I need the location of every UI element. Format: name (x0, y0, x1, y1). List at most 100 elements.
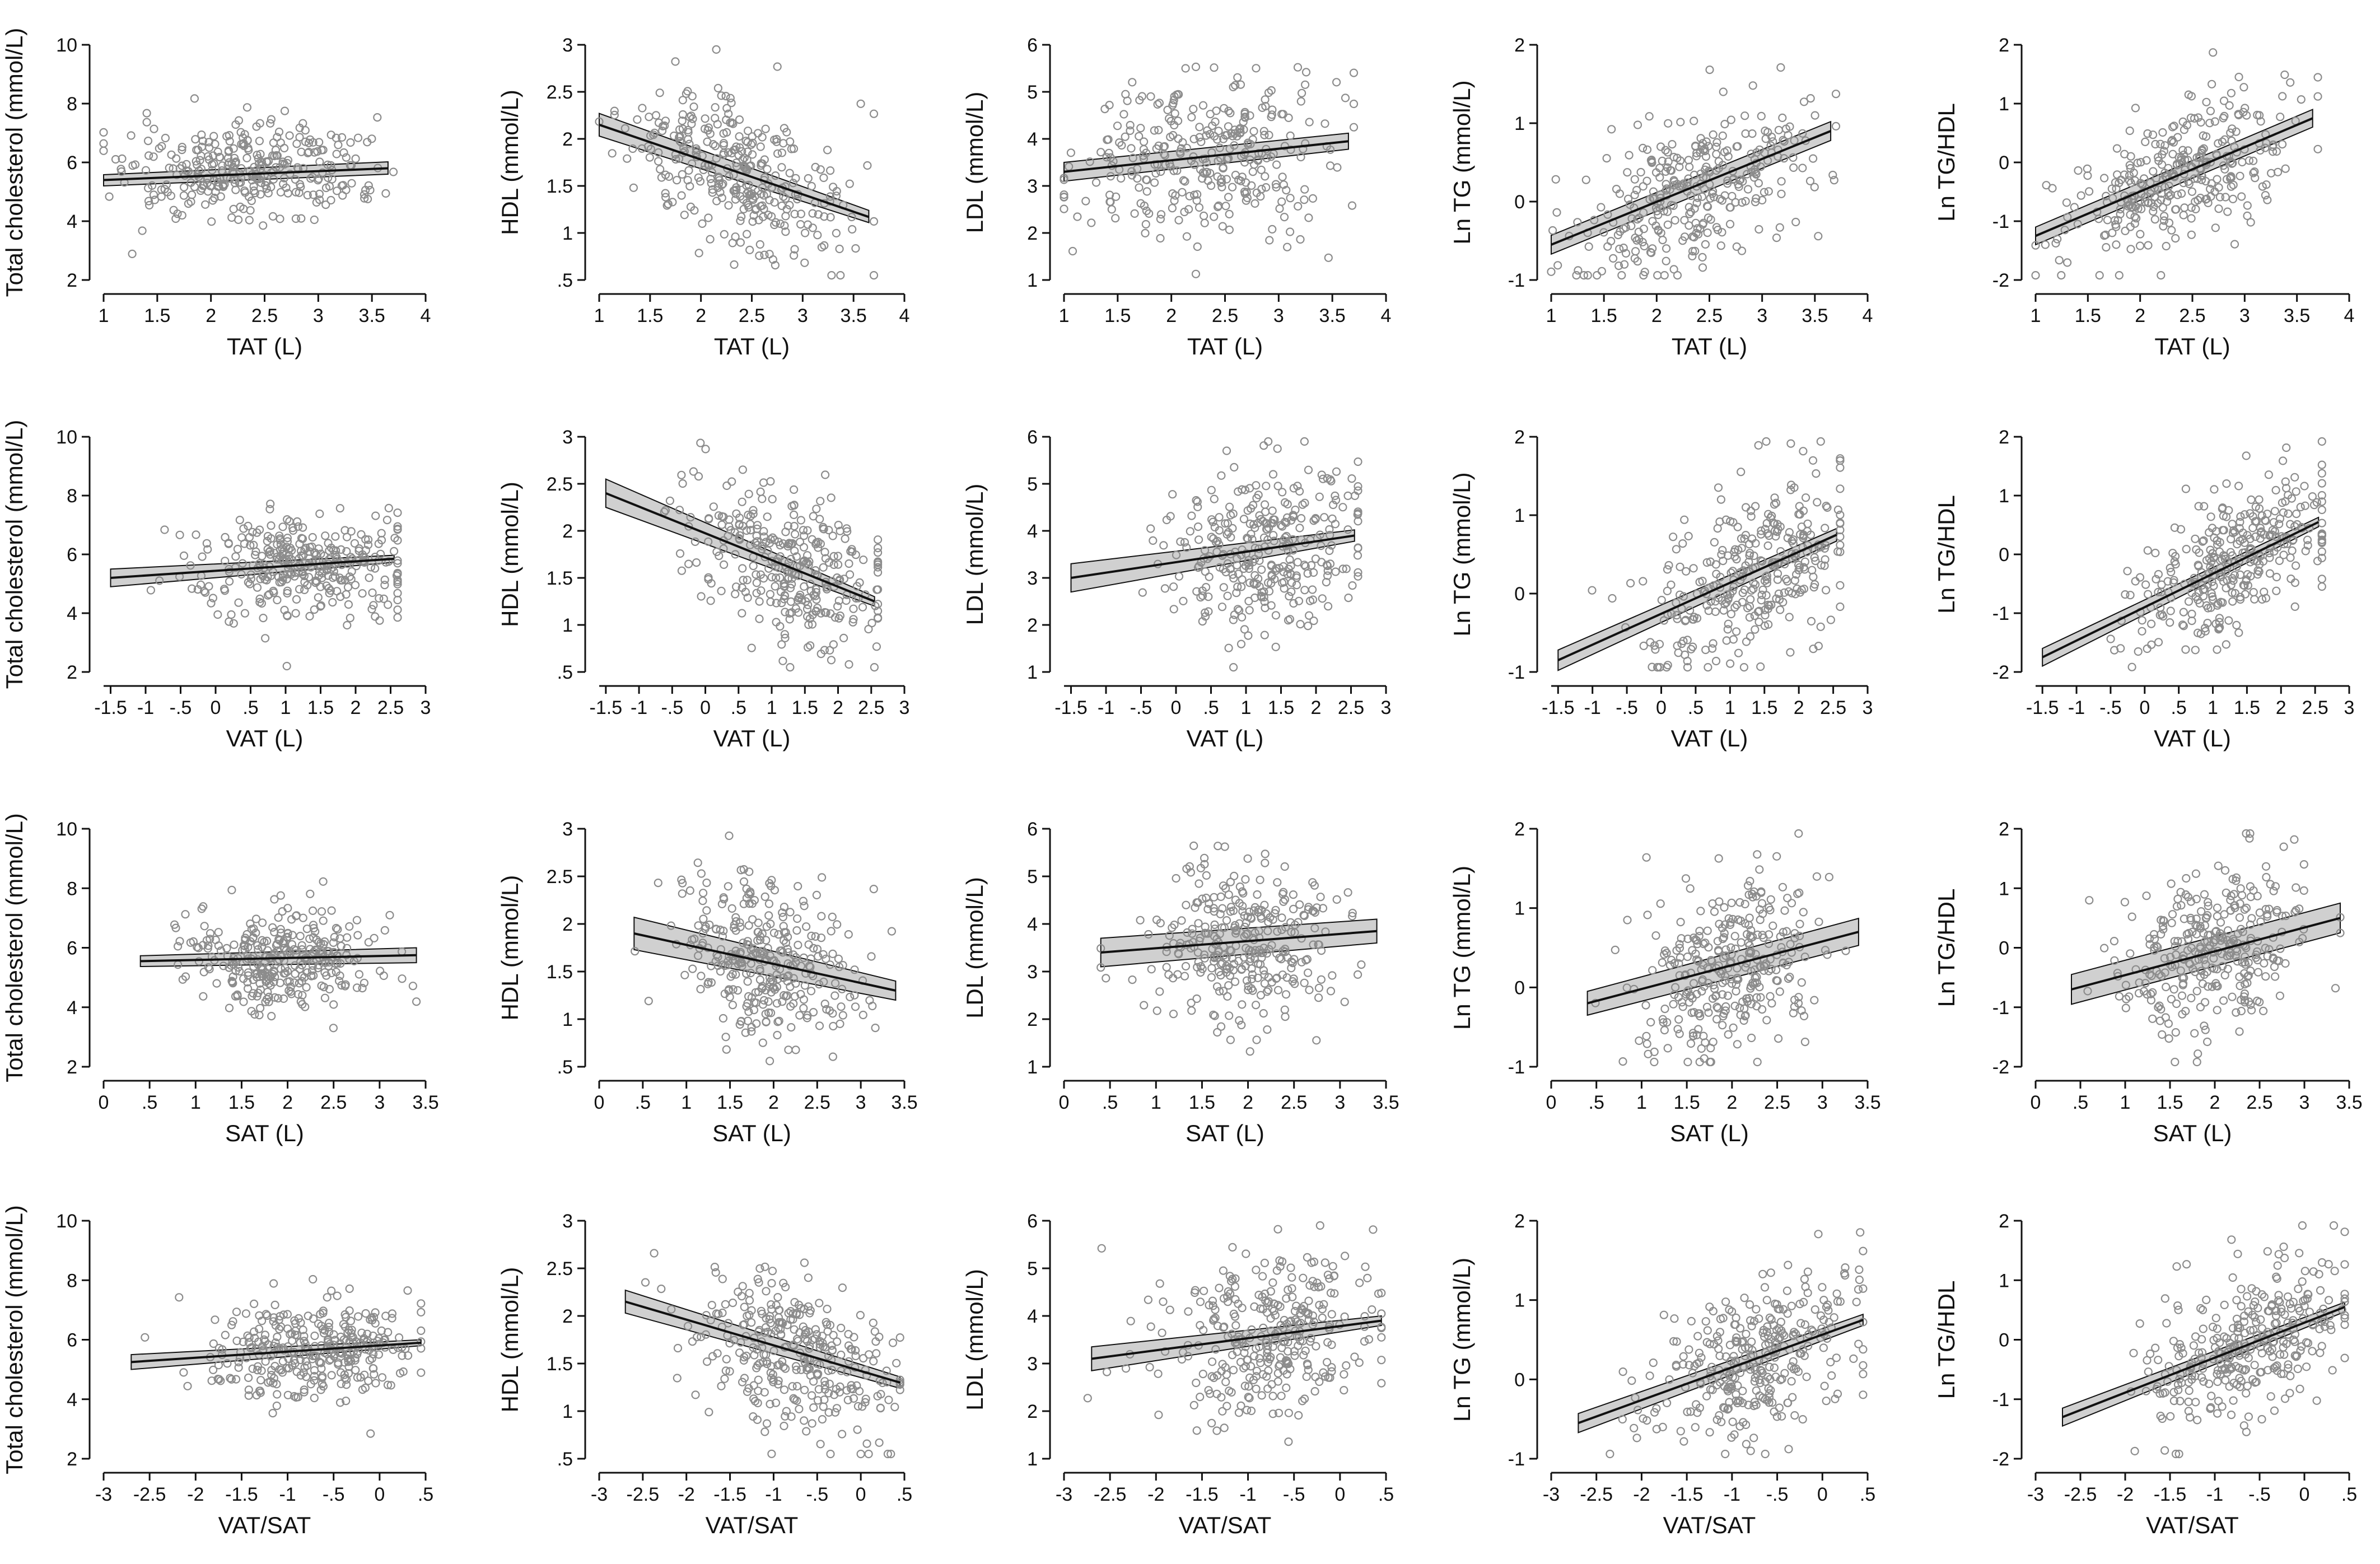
data-point (373, 113, 382, 122)
data-point (837, 1002, 846, 1011)
data-point (1719, 87, 1728, 96)
data-point (1651, 203, 1661, 212)
data-point (1810, 183, 1819, 192)
data-point (2131, 577, 2140, 586)
data-point (365, 573, 374, 582)
data-point (264, 157, 273, 166)
data-point (2160, 212, 2169, 221)
y-tick-label: 2 (562, 521, 573, 542)
data-point (343, 582, 353, 592)
data-point (1344, 593, 1353, 603)
data-point (1743, 185, 1753, 194)
data-point (1194, 535, 1203, 544)
data-point (731, 195, 740, 204)
data-point (873, 557, 883, 566)
data-point (2149, 207, 2158, 216)
data-point (706, 235, 715, 244)
data-point (1215, 526, 1224, 535)
data-point (719, 536, 728, 545)
y-tick-label: 2 (1999, 819, 2009, 840)
data-point (1660, 1025, 1669, 1035)
data-point (2276, 113, 2285, 122)
data-point (776, 219, 785, 228)
x-tick-label: 3 (421, 697, 431, 718)
data-point (1714, 483, 1723, 492)
data-point (202, 539, 211, 548)
data-point (731, 582, 741, 591)
data-point (1651, 931, 1660, 940)
data-point (785, 169, 794, 178)
data-point (1812, 872, 1821, 881)
data-point (2214, 204, 2223, 213)
data-point (846, 992, 855, 1002)
data-point (2057, 271, 2066, 280)
data-point (1179, 596, 1188, 606)
x-tick-label: 2 (696, 305, 706, 326)
data-point (757, 586, 766, 595)
data-point (1662, 256, 1670, 265)
data-point (1267, 601, 1276, 610)
fit-line (1551, 130, 1831, 246)
data-point (2115, 271, 2124, 280)
data-point (799, 1003, 808, 1013)
x-axis-label: VAT (L) (2154, 725, 2231, 751)
data-point (804, 620, 813, 629)
data-point (819, 173, 828, 183)
x-tick-label: .5 (2073, 1092, 2088, 1113)
data-point (1252, 64, 1261, 73)
data-point (408, 982, 418, 991)
data-point (1150, 178, 1159, 187)
data-point (1314, 993, 1323, 1002)
x-tick-label: .5 (242, 697, 258, 718)
data-point (1193, 522, 1203, 531)
data-point (2166, 190, 2175, 199)
data-point (740, 153, 749, 162)
data-point (230, 940, 239, 949)
data-point (789, 510, 799, 520)
y-tick-label: 1 (1027, 662, 1038, 683)
data-point (1141, 220, 1150, 229)
data-point (779, 139, 788, 148)
data-point (704, 575, 713, 584)
x-axis-label: SAT (L) (1670, 1120, 1749, 1146)
data-point (371, 511, 380, 520)
data-point (757, 544, 767, 554)
data-point (784, 540, 793, 549)
data-point (2126, 152, 2135, 161)
data-point (1635, 235, 1644, 244)
data-point (1680, 515, 1689, 524)
data-point (1214, 127, 1223, 136)
x-tick-label: 3 (2239, 305, 2250, 326)
data-point (208, 196, 217, 205)
data-point (2191, 204, 2200, 213)
data-point (1736, 1010, 1745, 1020)
data-point (873, 548, 883, 557)
x-tick-label: 3 (2299, 1092, 2310, 1113)
data-point (820, 548, 829, 557)
data-point (144, 151, 153, 160)
data-point (1766, 992, 1775, 1001)
data-point (2134, 647, 2143, 656)
data-point (2219, 114, 2228, 123)
data-point (201, 588, 210, 597)
data-point (1603, 210, 1612, 219)
data-point (699, 165, 708, 174)
data-point (2215, 193, 2224, 202)
data-point (178, 143, 186, 152)
data-point (620, 124, 629, 133)
x-tick-label: 2.5 (320, 1092, 347, 1113)
data-point (654, 878, 662, 888)
data-point (660, 121, 669, 130)
data-point (799, 526, 808, 535)
data-point (1248, 535, 1257, 544)
data-point (1755, 865, 1764, 874)
data-point (803, 643, 813, 652)
data-point (719, 560, 729, 569)
data-point (1222, 530, 1231, 539)
x-tick-label: .5 (1688, 697, 1704, 718)
x-tick-label: 1.5 (1268, 697, 1294, 718)
x-tick-label: 3 (374, 1092, 385, 1113)
data-point (694, 921, 703, 930)
data-point (375, 967, 385, 975)
data-point (203, 545, 212, 554)
